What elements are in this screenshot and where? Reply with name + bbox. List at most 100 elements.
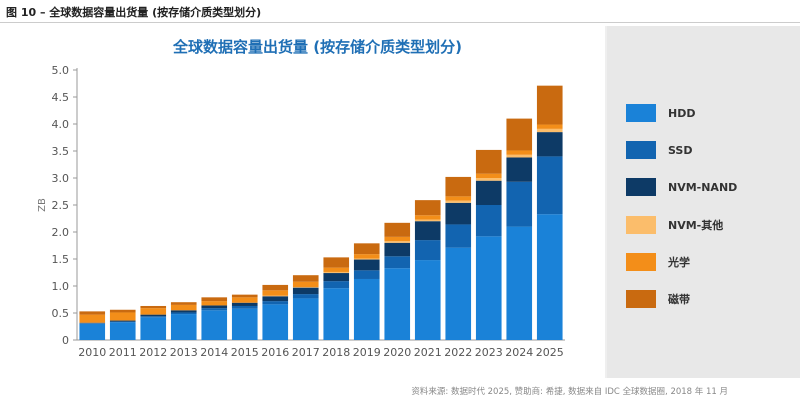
bar-segment [475,180,502,205]
legend-label: SSD [668,143,693,157]
bar-segment [231,308,258,340]
bar-segment [79,322,106,324]
bar-segment [536,132,563,157]
x-tick-label: 2020 [383,346,411,359]
bar-segment [414,215,441,220]
bar-segment [445,247,472,340]
bar-segment [231,294,258,298]
legend-label: NVM-其他 [668,218,724,232]
bar-segment [414,260,441,340]
legend-label: 磁带 [668,293,690,306]
bar-segment [170,302,197,305]
bar-segment [170,312,197,315]
bar-segment [323,288,350,340]
bar-segment [201,297,228,302]
legend-item: 磁带 [626,290,690,308]
bar-segment [414,219,441,222]
bar-segment [506,181,533,227]
x-tick-label: 2018 [322,346,350,359]
legend-swatch [626,252,656,271]
bar-segment [536,124,563,129]
legend-item: SSD [626,141,693,160]
legend-area [607,26,800,378]
bar-segment [79,323,106,324]
bar-segment [231,297,258,303]
figure-label: 图 10 – 全球数据容量出货量 (按存储介质类型划分) [6,6,262,19]
bar-segment [201,310,228,340]
bar-segment [384,236,411,242]
bar-segment [414,240,441,261]
bar-segment [109,321,136,323]
bar-segment [292,294,319,299]
x-tick-label: 2011 [109,346,137,359]
x-tick-label: 2016 [261,346,289,359]
bar-segment [140,316,167,318]
bar-segment [109,309,136,313]
bar-segment [262,304,289,340]
x-tick-label: 2024 [505,346,533,359]
bar-segment [109,322,136,340]
bar-segment [353,270,380,279]
legend-swatch [626,141,656,160]
y-tick-label: 1.0 [52,280,70,293]
bar-segment [323,257,350,268]
y-tick-label: 1.5 [52,253,70,266]
bar-segment [292,298,319,340]
bar-segment [201,305,228,309]
bar-segment [140,317,167,340]
y-tick-label: 2.0 [52,226,70,239]
bar-segment [292,287,319,288]
bar-segment [445,202,472,225]
chart-title: 全球数据容量出货量 (按存储介质类型划分) [173,38,462,56]
bar-segment [536,85,563,125]
bar-segment [323,271,350,274]
legend-item: NVM-NAND [626,178,737,197]
x-tick-label: 2013 [170,346,198,359]
legend-label: 光学 [668,255,690,269]
bar-segment [140,314,167,317]
bar-segment [414,221,441,241]
legend-item: 光学 [626,252,690,271]
legend-item: NVM-其他 [626,215,724,234]
bar-segment [231,305,258,309]
bar-segment [536,214,563,340]
bar-segment [170,304,197,311]
bar-segment [445,200,472,203]
bar-segment [170,314,197,340]
source-note: 资料来源: 数据时代 2025, 赞助商: 希捷, 数据来自 IDC 全球数据圈… [411,387,728,397]
bar-segment [475,149,502,174]
bar-segment [506,157,533,182]
bar-segment [140,305,167,309]
bar-segment [506,154,533,158]
bar-segment [323,273,350,282]
bar-segment [79,314,106,323]
bar-segment [262,296,289,302]
y-tick-label: 0.5 [52,307,70,320]
y-tick-label: 4.0 [52,118,70,131]
x-tick-label: 2022 [444,346,472,359]
x-tick-label: 2021 [414,346,442,359]
legend-swatch [626,215,656,234]
bar-segment [475,236,502,340]
bar-segment [445,224,472,248]
x-tick-label: 2015 [231,346,259,359]
x-tick-label: 2012 [139,346,167,359]
bar-segment [262,295,289,297]
legend-item: HDD [626,104,695,122]
bar-segment [353,243,380,255]
x-tick-label: 2023 [475,346,503,359]
legend-swatch [626,104,656,122]
bar-segment [536,156,563,215]
bar-segment [79,311,106,315]
x-tick-label: 2025 [536,346,564,359]
bar-segment [292,281,319,288]
y-tick-label: 5.0 [52,64,70,77]
bar-segment [536,128,563,133]
bar-segment [445,196,472,201]
x-tick-label: 2014 [200,346,228,359]
bar-segment [292,275,319,282]
bar-segment [384,241,411,243]
bar-segment [506,118,533,151]
x-tick-label: 2019 [353,346,381,359]
